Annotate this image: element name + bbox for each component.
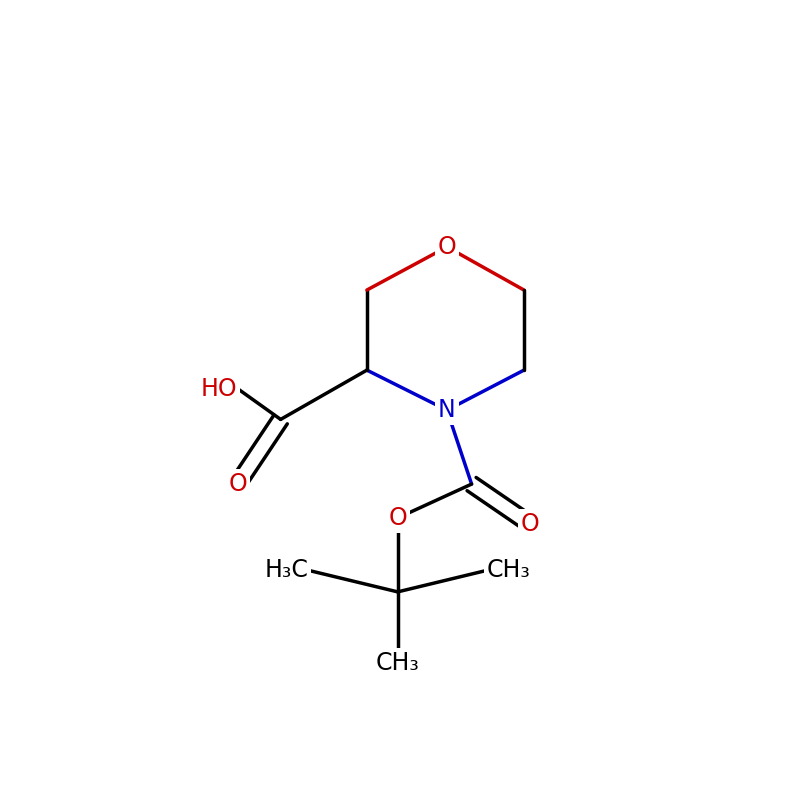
Text: CH₃: CH₃ [376,650,420,674]
Text: O: O [521,512,539,536]
Text: H₃C: H₃C [265,558,308,582]
Text: O: O [388,506,407,530]
Text: CH₃: CH₃ [487,558,531,582]
Text: O: O [228,472,247,496]
Text: O: O [438,235,456,259]
Text: HO: HO [201,377,238,401]
Text: N: N [438,398,456,422]
